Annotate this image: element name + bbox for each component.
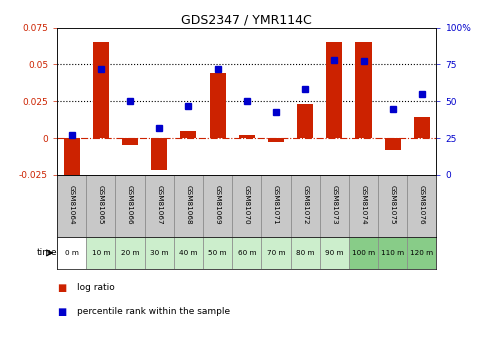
Bar: [57, 175, 86, 237]
Bar: [232, 237, 261, 269]
Bar: [378, 237, 407, 269]
Bar: [174, 175, 203, 237]
Bar: [297, 104, 313, 138]
Bar: [151, 138, 167, 170]
Text: GSM81076: GSM81076: [419, 185, 425, 224]
Bar: [116, 237, 145, 269]
Text: GSM81070: GSM81070: [244, 185, 250, 224]
Text: 50 m: 50 m: [208, 250, 227, 256]
Bar: [203, 237, 232, 269]
Bar: [203, 175, 232, 237]
Text: GSM81065: GSM81065: [98, 185, 104, 224]
Text: GSM81066: GSM81066: [127, 185, 133, 224]
Bar: [239, 135, 255, 138]
Bar: [261, 237, 291, 269]
Bar: [320, 175, 349, 237]
Bar: [349, 175, 378, 237]
Bar: [268, 138, 284, 142]
Bar: [145, 175, 174, 237]
Text: GSM81073: GSM81073: [331, 185, 337, 224]
Text: GSM81069: GSM81069: [215, 185, 221, 224]
Bar: [209, 73, 226, 138]
Bar: [378, 175, 407, 237]
Text: GSM81067: GSM81067: [156, 185, 162, 224]
Bar: [181, 131, 196, 138]
Bar: [349, 237, 378, 269]
Text: 80 m: 80 m: [296, 250, 314, 256]
Text: ■: ■: [57, 283, 66, 293]
Bar: [414, 117, 430, 138]
Text: GSM81074: GSM81074: [361, 185, 367, 224]
Text: 20 m: 20 m: [121, 250, 139, 256]
Text: 90 m: 90 m: [325, 250, 344, 256]
Text: 0 m: 0 m: [64, 250, 78, 256]
Bar: [116, 175, 145, 237]
Title: GDS2347 / YMR114C: GDS2347 / YMR114C: [182, 13, 312, 27]
Bar: [320, 237, 349, 269]
Bar: [174, 237, 203, 269]
Text: GSM81075: GSM81075: [390, 185, 396, 224]
Text: GSM81072: GSM81072: [302, 185, 308, 224]
Text: time: time: [36, 248, 57, 257]
Text: percentile rank within the sample: percentile rank within the sample: [77, 307, 230, 316]
Text: ■: ■: [57, 307, 66, 317]
Text: 70 m: 70 m: [267, 250, 285, 256]
Bar: [122, 138, 138, 145]
Bar: [57, 237, 86, 269]
Bar: [356, 42, 372, 138]
Bar: [86, 175, 116, 237]
Bar: [407, 175, 436, 237]
Bar: [145, 237, 174, 269]
Text: 100 m: 100 m: [352, 250, 375, 256]
Text: GSM81068: GSM81068: [186, 185, 191, 224]
Bar: [407, 237, 436, 269]
Bar: [232, 175, 261, 237]
Text: 120 m: 120 m: [410, 250, 434, 256]
Text: 60 m: 60 m: [238, 250, 256, 256]
Bar: [385, 138, 401, 150]
Bar: [291, 237, 320, 269]
Text: 10 m: 10 m: [92, 250, 110, 256]
Text: 40 m: 40 m: [179, 250, 197, 256]
Bar: [86, 237, 116, 269]
Text: log ratio: log ratio: [77, 283, 115, 292]
Text: 110 m: 110 m: [381, 250, 404, 256]
Text: GSM81064: GSM81064: [68, 185, 74, 224]
Bar: [93, 42, 109, 138]
Text: 30 m: 30 m: [150, 250, 169, 256]
Bar: [291, 175, 320, 237]
Bar: [63, 138, 80, 179]
Bar: [261, 175, 291, 237]
Bar: [326, 42, 342, 138]
Text: GSM81071: GSM81071: [273, 185, 279, 224]
